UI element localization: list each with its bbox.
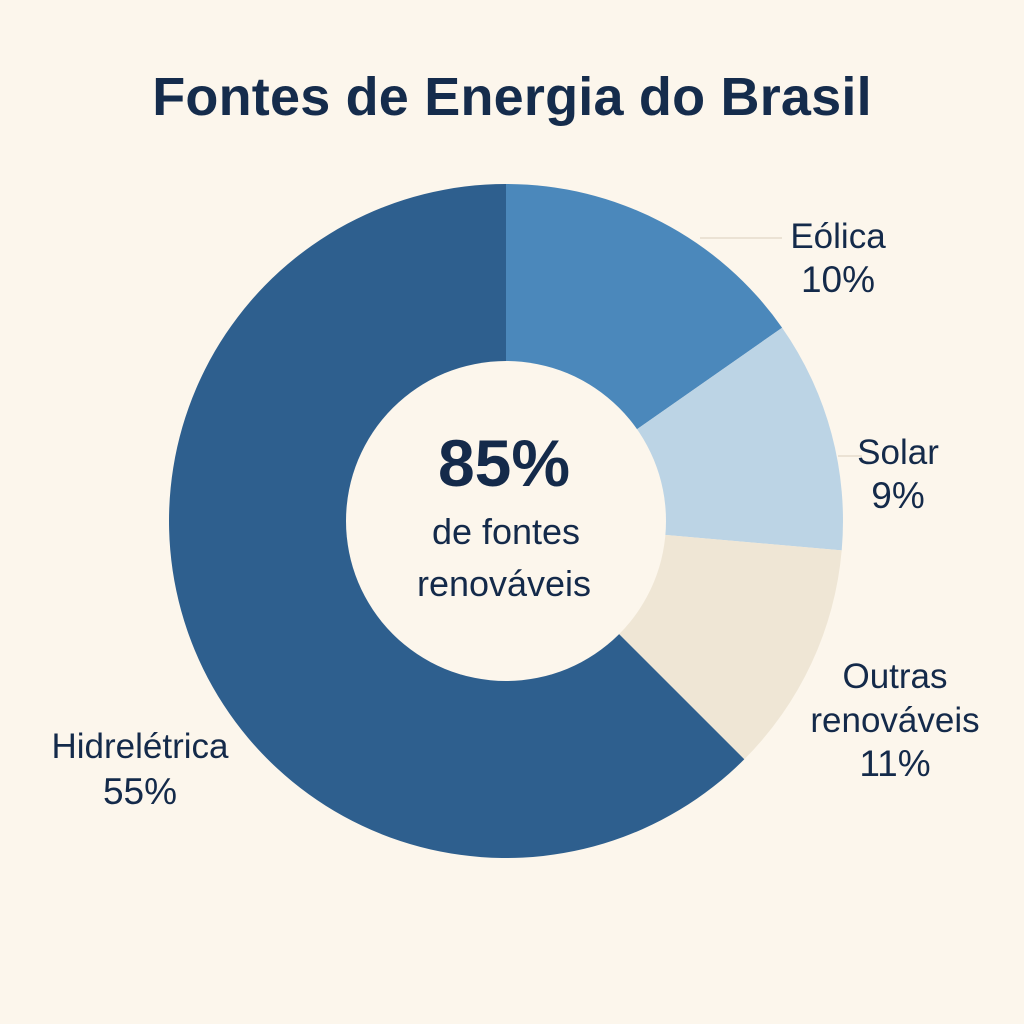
label-leader-lines	[700, 237, 862, 457]
slice-labels: Eólica10%Solar9%Outrasrenováveis11%Hidre…	[52, 217, 980, 812]
donut-hole	[346, 361, 666, 681]
center-percentage: 85%	[438, 426, 570, 500]
slice-label-eolica-line-1: Eólica	[790, 217, 886, 256]
center-caption-line-2: renováveis	[417, 563, 591, 604]
center-caption-line-1: de fontes	[432, 511, 580, 552]
slice-label-outras-renovaveis-line-1: Outras	[842, 657, 947, 696]
slice-value-solar: 9%	[871, 475, 924, 516]
slice-label-solar-line-1: Solar	[857, 433, 939, 472]
slice-value-eolica: 10%	[801, 259, 875, 300]
slice-label-hidreletrica-line-1: Hidrelétrica	[52, 727, 230, 766]
slice-value-hidreletrica: 55%	[103, 771, 177, 812]
chart-title: Fontes de Energia do Brasil	[152, 67, 872, 127]
slice-value-outras-renovaveis: 11%	[859, 743, 930, 784]
slice-label-outras-renovaveis-line-2: renováveis	[810, 701, 979, 740]
